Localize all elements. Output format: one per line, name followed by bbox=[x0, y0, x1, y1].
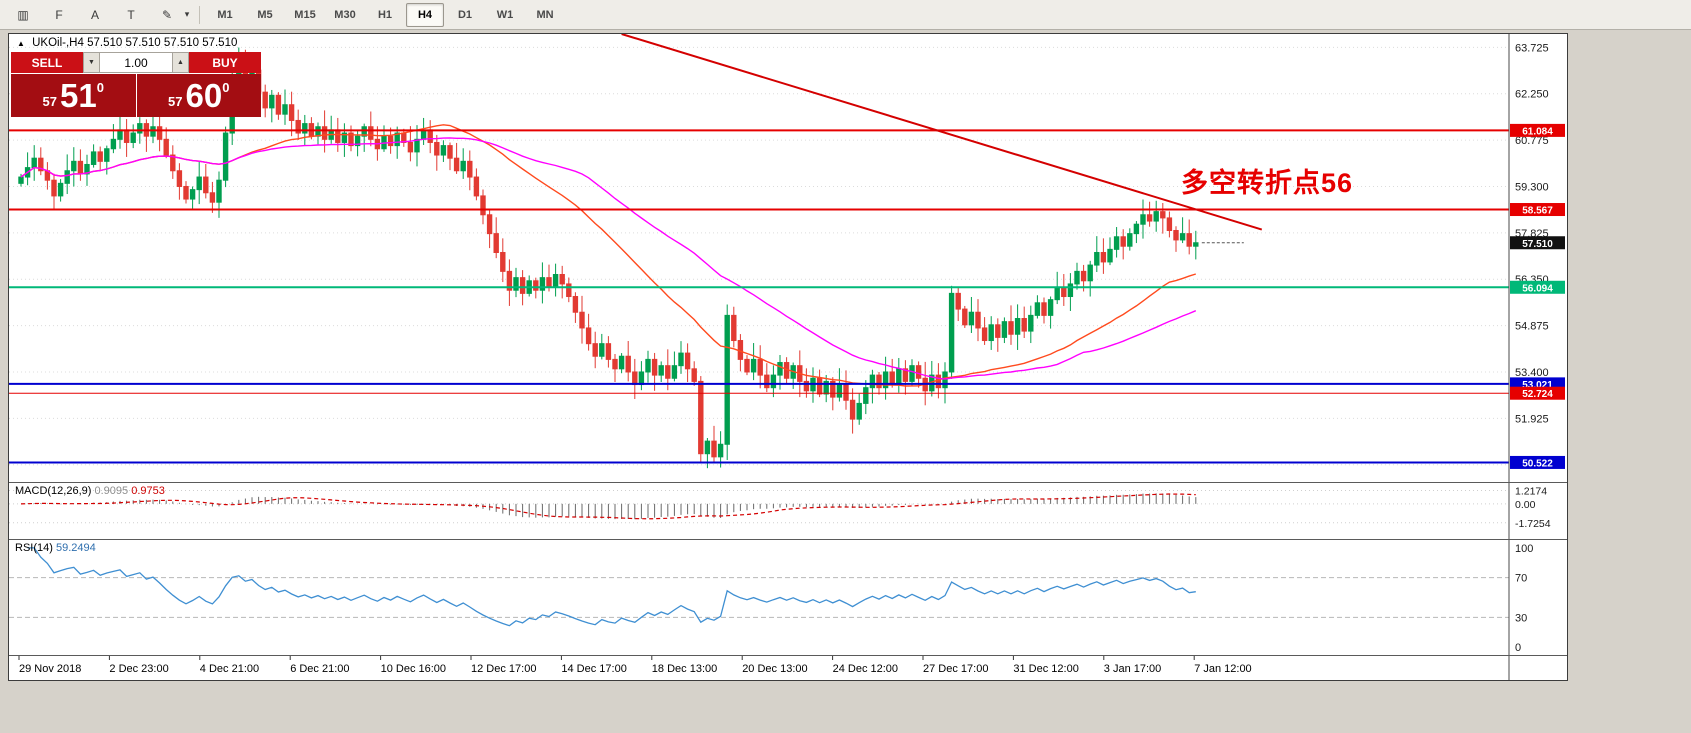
macd-title: MACD(12,26,9) bbox=[15, 485, 92, 497]
chart-annotation-text: 多空转折点56 bbox=[1181, 168, 1354, 198]
svg-text:60.775: 60.775 bbox=[1515, 135, 1549, 147]
ask-price-sup: 0 bbox=[222, 80, 230, 95]
macd-header: MACD(12,26,9) 0.9095 0.9753 bbox=[15, 485, 165, 497]
buy-button[interactable]: BUY bbox=[189, 52, 261, 73]
draw-tools-caret-icon[interactable]: ▾ bbox=[184, 9, 190, 19]
svg-text:18 Dec 13:00: 18 Dec 13:00 bbox=[652, 663, 717, 675]
timeframe-button-M5[interactable]: M5 bbox=[257, 8, 273, 21]
svg-text:29 Nov 2018: 29 Nov 2018 bbox=[19, 663, 81, 675]
svg-text:57.510: 57.510 bbox=[1522, 239, 1553, 250]
timeframe-button-H1[interactable]: H1 bbox=[377, 8, 393, 21]
toolbar-tools: ▥ F A T ✎ ▾ bbox=[6, 3, 193, 27]
timeframe-button-MN[interactable]: MN bbox=[536, 8, 554, 21]
volume-down-button[interactable]: ▼ bbox=[83, 52, 100, 73]
symbol-period-label: UKOil-,H4 bbox=[32, 37, 84, 49]
timeframe-button-H4[interactable]: H4 bbox=[406, 2, 444, 27]
rsi-title: RSI(14) bbox=[15, 542, 53, 554]
svg-text:3 Jan 17:00: 3 Jan 17:00 bbox=[1104, 663, 1162, 675]
toolbar-separator bbox=[199, 5, 200, 24]
chart-window: 63.725 62.250 60.775 59.300 57.825 56.350 54.8… bbox=[8, 33, 1568, 681]
svg-text:59.300: 59.300 bbox=[1515, 181, 1549, 193]
one-click-trading-panel: SELL ▼ ▲ BUY 57 51 0 57 60 0 bbox=[11, 52, 261, 117]
svg-text:54.875: 54.875 bbox=[1515, 321, 1549, 333]
svg-text:0.00: 0.00 bbox=[1515, 499, 1536, 511]
chart-symbol-header: ▲ UKOil-,H4 57.510 57.510 57.510 57.510 bbox=[17, 37, 237, 49]
bid-price-big: 51 bbox=[60, 77, 97, 114]
time-axis[interactable]: 29 Nov 2018 2 Dec 23:00 4 Dec 21:00 6 Dec 2… bbox=[9, 655, 1567, 680]
svg-text:61.084: 61.084 bbox=[1522, 126, 1553, 137]
timeframe-button-W1[interactable]: W1 bbox=[496, 8, 514, 21]
text-box-icon[interactable]: T bbox=[127, 7, 135, 22]
svg-text:4 Dec 21:00: 4 Dec 21:00 bbox=[200, 663, 259, 675]
svg-text:24 Dec 12:00: 24 Dec 12:00 bbox=[833, 663, 898, 675]
sell-button[interactable]: SELL bbox=[11, 52, 83, 73]
timeframe-button-M30[interactable]: M30 bbox=[334, 8, 356, 21]
rsi-value: 59.2494 bbox=[55, 542, 96, 554]
ohlc-values: 57.510 57.510 57.510 57.510 bbox=[87, 37, 238, 49]
rsi-panel[interactable]: 100 70 30 0 RSI(14) 59.2494 bbox=[9, 539, 1567, 655]
volume-up-button[interactable]: ▲ bbox=[172, 52, 189, 73]
svg-text:0: 0 bbox=[1515, 642, 1521, 654]
svg-text:-1.7254: -1.7254 bbox=[1515, 518, 1551, 530]
macd-value: 0.9095 bbox=[94, 485, 129, 497]
bid-price-sup: 0 bbox=[96, 80, 104, 95]
f-tool-icon[interactable]: F bbox=[55, 7, 63, 22]
toolbar: ▥ F A T ✎ ▾ M1 M5 M15 M30 H1 H4 D1 W1 MN bbox=[0, 0, 1691, 30]
svg-text:12 Dec 17:00: 12 Dec 17:00 bbox=[471, 663, 536, 675]
draw-tools-icon[interactable]: ✎ bbox=[161, 7, 173, 22]
svg-text:7 Jan 12:00: 7 Jan 12:00 bbox=[1194, 663, 1252, 675]
svg-text:53.021: 53.021 bbox=[1522, 380, 1553, 391]
bid-price-prefix: 57 bbox=[42, 94, 57, 109]
svg-text:1.2174: 1.2174 bbox=[1515, 485, 1547, 497]
svg-text:52.724: 52.724 bbox=[1522, 389, 1553, 400]
svg-text:58.567: 58.567 bbox=[1522, 206, 1553, 217]
ask-price-prefix: 57 bbox=[168, 94, 183, 109]
main-chart-panel[interactable]: 63.725 62.250 60.775 59.300 57.825 56.350 54.8… bbox=[9, 34, 1567, 482]
svg-text:30: 30 bbox=[1515, 612, 1527, 624]
ask-price-big: 60 bbox=[185, 77, 223, 114]
timeframe-button-M15[interactable]: M15 bbox=[294, 8, 316, 21]
timeframe-button-M1[interactable]: M1 bbox=[217, 8, 233, 21]
grid-icon[interactable]: ▥ bbox=[17, 7, 29, 22]
svg-text:14 Dec 17:00: 14 Dec 17:00 bbox=[561, 663, 626, 675]
svg-text:6 Dec 21:00: 6 Dec 21:00 bbox=[290, 663, 349, 675]
svg-text:53.400: 53.400 bbox=[1515, 367, 1549, 379]
svg-text:50.522: 50.522 bbox=[1522, 458, 1553, 469]
rsi-header: RSI(14) 59.2494 bbox=[15, 542, 96, 554]
bid-price-display[interactable]: 57 51 0 bbox=[11, 74, 136, 117]
macd-panel[interactable]: 1.2174 0.00 -1.7254 MACD(12,26,9) 0.9095 0… bbox=[9, 482, 1567, 539]
svg-text:70: 70 bbox=[1515, 573, 1527, 585]
ask-price-display[interactable]: 57 60 0 bbox=[136, 74, 261, 117]
svg-text:56.094: 56.094 bbox=[1522, 283, 1553, 294]
macd-signal-value: 0.9753 bbox=[131, 485, 165, 497]
svg-text:63.725: 63.725 bbox=[1515, 42, 1549, 54]
svg-text:2 Dec 23:00: 2 Dec 23:00 bbox=[109, 663, 168, 675]
volume-input[interactable] bbox=[100, 52, 172, 73]
svg-text:31 Dec 12:00: 31 Dec 12:00 bbox=[1013, 663, 1078, 675]
svg-text:51.925: 51.925 bbox=[1515, 413, 1549, 425]
one-click-collapse-arrow-icon[interactable]: ▲ bbox=[17, 39, 25, 48]
svg-text:10 Dec 16:00: 10 Dec 16:00 bbox=[381, 663, 446, 675]
timeframe-buttons: M1 M5 M15 M30 H1 H4 D1 W1 MN bbox=[206, 2, 564, 27]
svg-text:62.250: 62.250 bbox=[1515, 89, 1549, 101]
svg-text:20 Dec 13:00: 20 Dec 13:00 bbox=[742, 663, 807, 675]
timeframe-button-D1[interactable]: D1 bbox=[457, 8, 473, 21]
svg-text:100: 100 bbox=[1515, 543, 1533, 555]
text-label-icon[interactable]: A bbox=[90, 7, 99, 22]
svg-text:27 Dec 17:00: 27 Dec 17:00 bbox=[923, 663, 988, 675]
